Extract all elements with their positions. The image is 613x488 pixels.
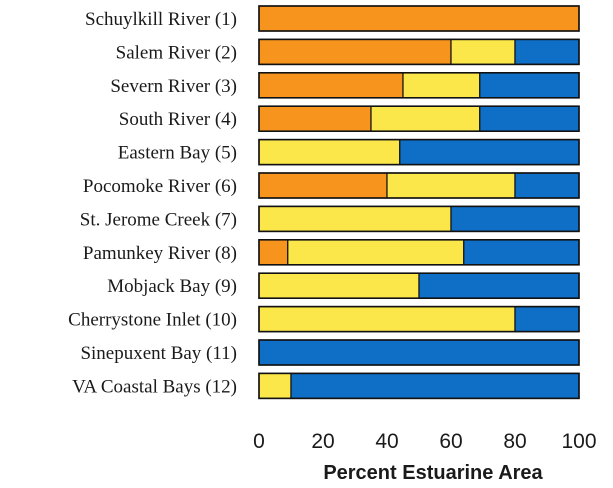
x-tick-label: 20 bbox=[311, 430, 334, 453]
bar-segment-3 bbox=[258, 339, 580, 366]
bar-segment-1 bbox=[258, 172, 388, 199]
bar-outline bbox=[258, 105, 580, 132]
bar-segment-2 bbox=[287, 239, 465, 266]
bar-segment-3 bbox=[399, 139, 580, 166]
x-axis-ticks: 0 20 40 60 80 100 bbox=[253, 430, 596, 453]
x-tick-label: 60 bbox=[439, 430, 462, 453]
bar-segment-3 bbox=[514, 38, 580, 66]
bar-outline bbox=[258, 372, 580, 400]
bar-segment-3 bbox=[479, 72, 580, 99]
bar-segment-2 bbox=[258, 372, 292, 399]
bar-segment-3 bbox=[479, 105, 580, 132]
bar-segment-2 bbox=[258, 306, 516, 333]
bar-outline bbox=[258, 5, 580, 32]
bar-segment-2 bbox=[258, 272, 420, 299]
category-label: Cherrystone Inlet (10) bbox=[68, 310, 237, 331]
bar-segment-1 bbox=[258, 5, 580, 32]
bar-segment-3 bbox=[290, 372, 580, 399]
category-label: Schuylkill River (1) bbox=[85, 9, 237, 30]
bar-outline bbox=[258, 172, 580, 199]
category-label: Mobjack Bay (9) bbox=[107, 276, 237, 297]
category-label: South River (4) bbox=[119, 109, 237, 130]
bars-layer bbox=[258, 5, 580, 400]
x-tick-label: 0 bbox=[253, 430, 265, 453]
category-label: VA Coastal Bays (12) bbox=[72, 376, 237, 397]
category-label: St. Jerome Creek (7) bbox=[80, 209, 237, 230]
bar-segment-2 bbox=[370, 105, 481, 132]
bar-segment-1 bbox=[258, 72, 404, 99]
bar-segment-3 bbox=[418, 272, 580, 299]
bar-segment-3 bbox=[514, 172, 580, 199]
category-labels: Schuylkill River (1) Salem River (2) Sever… bbox=[68, 9, 237, 397]
bar-outline bbox=[258, 239, 580, 266]
bar-segment-2 bbox=[402, 72, 481, 99]
bar-segment-3 bbox=[450, 205, 580, 232]
bar-segment-2 bbox=[450, 38, 516, 66]
bar-outline bbox=[258, 205, 580, 233]
bar-segment-2 bbox=[258, 205, 452, 232]
x-tick-label: 80 bbox=[503, 430, 526, 453]
category-label: Pocomoke River (6) bbox=[83, 176, 237, 197]
bar-outline bbox=[258, 72, 580, 99]
bar-outline bbox=[258, 272, 580, 300]
x-axis-title: Percent Estuarine Area bbox=[323, 462, 543, 484]
bar-segment-2 bbox=[258, 139, 401, 166]
bar-segment-1 bbox=[258, 105, 372, 132]
category-label: Pamunkey River (8) bbox=[83, 243, 237, 264]
category-label: Salem River (2) bbox=[116, 42, 237, 63]
category-label: Sinepuxent Bay (11) bbox=[80, 343, 237, 364]
bar-segment-1 bbox=[258, 38, 452, 66]
bar-segment-3 bbox=[514, 306, 580, 333]
bar-outline bbox=[258, 339, 580, 366]
x-tick-label: 40 bbox=[375, 430, 398, 453]
bar-segment-2 bbox=[386, 172, 516, 199]
bar-segment-1 bbox=[258, 239, 289, 266]
bar-segment-3 bbox=[463, 239, 580, 266]
x-tick-label: 100 bbox=[561, 430, 596, 453]
bar-outline bbox=[258, 138, 580, 166]
bar-outline bbox=[258, 305, 580, 333]
category-label: Severn River (3) bbox=[110, 76, 237, 97]
category-label: Eastern Bay (5) bbox=[118, 143, 237, 164]
bar-outline bbox=[258, 38, 580, 66]
